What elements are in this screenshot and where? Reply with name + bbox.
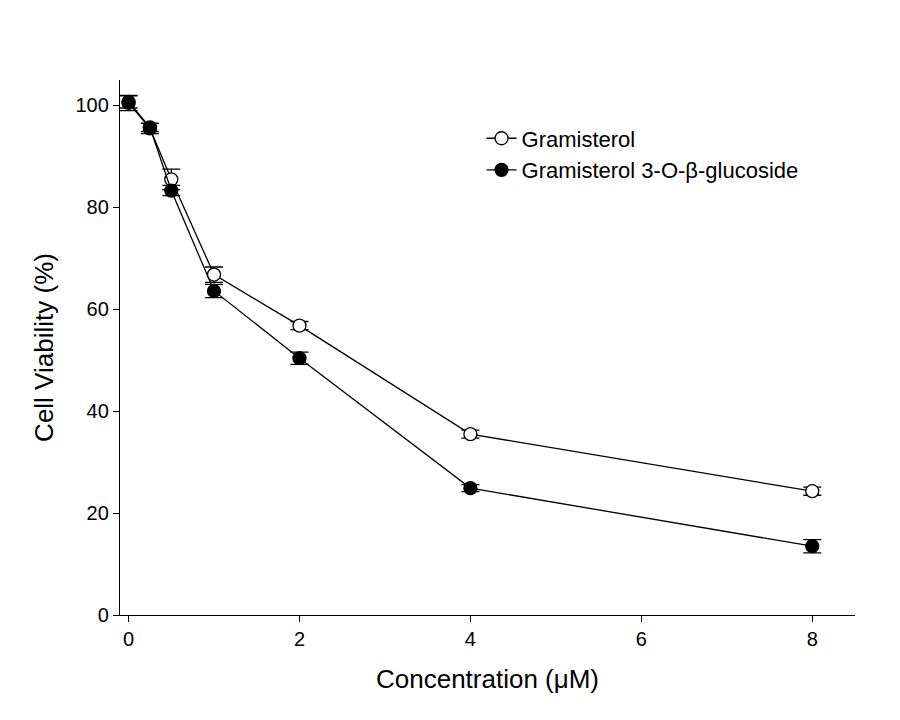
svg-text:0: 0 [98,604,109,626]
svg-text:Concentration (μM): Concentration (μM) [376,664,599,694]
svg-text:40: 40 [87,400,109,422]
svg-text:6: 6 [636,628,647,650]
svg-text:20: 20 [87,502,109,524]
svg-text:60: 60 [87,298,109,320]
svg-text:100: 100 [75,94,108,116]
svg-text:4: 4 [465,628,476,650]
svg-text:80: 80 [87,196,109,218]
svg-text:Gramisterol: Gramisterol [522,127,636,152]
svg-text:Cell Viability (%): Cell Viability (%) [29,253,59,442]
svg-text:2: 2 [294,628,305,650]
svg-text:0: 0 [123,628,134,650]
svg-text:8: 8 [807,628,818,650]
svg-text:Gramisterol 3-O-β-glucoside: Gramisterol 3-O-β-glucoside [522,158,799,183]
